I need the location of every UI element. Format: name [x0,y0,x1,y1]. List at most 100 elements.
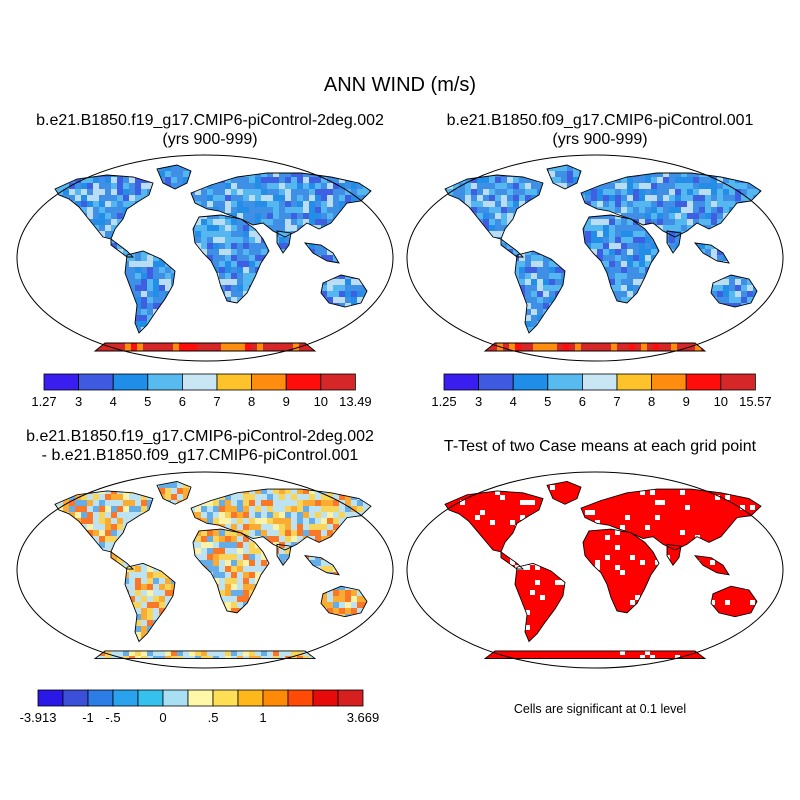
coastline-eurasia [190,488,372,551]
panel-4-title-line1: T-Test of two Case means at each grid po… [443,438,757,455]
colorbar-label: 3.669 [347,710,380,725]
colorbar-box [312,689,339,707]
land-cells [445,481,761,659]
colorbar-label: 1.25 [431,394,456,409]
coastline-australia [710,274,758,308]
colorbar-label: 7 [613,394,620,409]
coastline-india [276,230,292,254]
coastline-southeast-asia [693,555,730,576]
colorbar-box [62,689,89,707]
map-panel-3-difference [16,471,394,669]
coastline-india [666,230,682,254]
colorbar-label: 10 [714,394,728,409]
map-panel-1 [16,154,394,362]
panel-1-title: b.e21.B1850.f19_g17.CMIP6-piControl-2deg… [0,111,420,149]
colorbar-label: 8 [648,394,655,409]
panel-2-title-line2: (yrs 900-999) [552,131,648,148]
colorbar-label: 3 [75,394,82,409]
land-cells [445,165,761,351]
coastline-north-america [444,174,544,240]
colorbar-label: -1 [82,710,94,725]
colorbar-box [443,373,479,391]
panel-2-title-line1: b.e21.B1850.f09_g17.CMIP6-piControl.001 [446,112,754,129]
coastline-greenland [546,164,582,190]
colorbar-box [547,373,583,391]
coastline-south-america [514,562,566,643]
coastline-southeast-asia [693,242,730,264]
land-cells [55,481,371,659]
colorbar-box [262,689,289,707]
colorbar-label: 13.49 [339,394,372,409]
colorbar-box [78,373,114,391]
coastline-africa [192,528,270,614]
coastline-antarctica [483,650,707,660]
colorbar-box [187,689,214,707]
colorbar-label: 15.57 [739,394,772,409]
coastline-africa [582,214,660,304]
coastline-australia [320,585,368,618]
panel-3-title-line1: b.e21.B1850.f19_g17.CMIP6-piControl-2deg… [26,428,374,445]
coastline-africa [582,528,660,614]
coastline-eurasia [580,488,762,551]
colorbar-box [237,689,264,707]
coastline-india [666,543,682,567]
colorbar-box [147,373,183,391]
panel-3-title: b.e21.B1850.f19_g17.CMIP6-piControl-2deg… [0,427,400,465]
coastline-greenland [156,164,192,190]
coastline-greenland [156,480,192,505]
colorbar-box [720,373,756,391]
map-panel-4-ttest [406,471,784,669]
coastline-africa [192,214,270,304]
colorbar-box [181,373,218,391]
panel-2-title: b.e21.B1850.f09_g17.CMIP6-piControl.001 … [400,111,800,149]
colorbar-label: 9 [283,394,290,409]
coastline-north-america [54,174,154,240]
map-boundary [16,471,394,669]
colorbar-box [87,689,114,707]
map-boundary [16,154,394,362]
colorbar-label: 5 [544,394,551,409]
colorbar-box [337,689,364,707]
colorbar-box [43,373,79,391]
colorbar-box [478,373,514,391]
coastline-north-america [54,490,154,553]
coastline-australia [320,274,368,308]
colorbar-label: 4 [510,394,517,409]
colorbar-label: 6 [579,394,586,409]
coastline-central-america [110,238,135,258]
coastline-greenland [546,480,582,505]
map-panel-2 [406,154,784,362]
colorbar-label: 1 [259,710,266,725]
colorbar-box [512,373,549,391]
map-boundary [406,154,784,362]
coastline-southeast-asia [303,242,340,264]
colorbar-box [320,373,356,391]
coastline-central-america [500,238,525,258]
colorbar-label: 0 [159,710,166,725]
colorbar-box [285,373,322,391]
coastline-south-america [514,250,566,334]
colorbar-box [685,373,722,391]
land-cells [55,165,371,351]
coastline-antarctica [93,650,317,660]
colorbar-box [37,689,64,707]
map-boundary [406,471,784,669]
panel-4-title: T-Test of two Case means at each grid po… [400,437,800,456]
panel-1-title-line1: b.e21.B1850.f19_g17.CMIP6-piControl-2deg… [36,112,384,129]
coastline-antarctica [93,342,317,352]
coastline-australia [710,585,758,618]
coastline-south-america [124,250,176,334]
coastline-antarctica [483,342,707,352]
colorbar-box [212,689,239,707]
colorbar-box [616,373,652,391]
colorbar-box [137,689,164,707]
colorbar-box [216,373,252,391]
colorbar-label: 6 [179,394,186,409]
figure-title: ANN WIND (m/s) [323,74,477,96]
colorbar-label: -3.913 [20,710,57,725]
colorbar-box [162,689,189,707]
coastline-eurasia [580,172,762,238]
panel-1-title-line2: (yrs 900-999) [162,131,258,148]
coastline-southeast-asia [303,555,340,576]
coastline-north-america [444,490,544,553]
